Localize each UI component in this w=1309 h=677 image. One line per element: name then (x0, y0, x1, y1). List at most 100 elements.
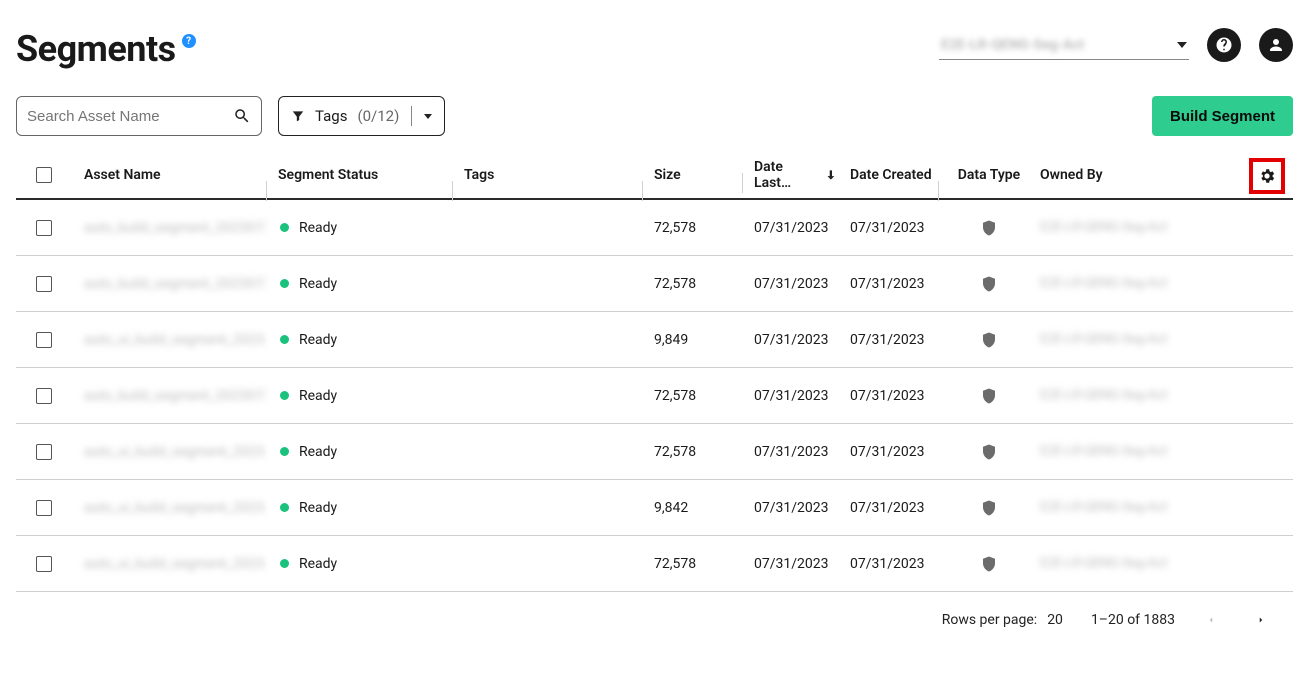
row-checkbox[interactable] (36, 220, 52, 236)
table-row[interactable]: auto_ui_build_segment_2023…Ready9,84207/… (16, 480, 1293, 536)
tags-filter-label: Tags (315, 107, 347, 125)
status-dot-icon (280, 503, 289, 512)
status-label: Ready (299, 332, 337, 348)
shield-icon (980, 274, 998, 294)
chevron-down-icon (424, 114, 432, 119)
col-size[interactable]: Size (642, 167, 742, 183)
asset-name: auto_build_segment_20230731… (84, 220, 266, 236)
owner-cell: E2E-LR-QENG-Seg-Act (1040, 220, 1167, 235)
size-cell: 72,578 (642, 444, 742, 460)
col-owned-by[interactable]: Owned By (1028, 167, 1164, 183)
col-date-last-label: Date Last… (754, 159, 822, 191)
table-row[interactable]: auto_ui_build_segment_2023…Ready9,84907/… (16, 312, 1293, 368)
next-page-button[interactable] (1247, 606, 1275, 634)
size-cell: 72,578 (642, 556, 742, 572)
search-input[interactable] (27, 108, 233, 125)
segments-table: Asset Name Segment Status Tags Size Date… (16, 152, 1293, 592)
date-created-cell: 07/31/2023 (838, 444, 938, 460)
page-title: Segments (16, 28, 176, 70)
col-data-type[interactable]: Data Type (938, 167, 1028, 183)
chevron-down-icon (1177, 42, 1187, 48)
shield-icon (980, 554, 998, 574)
table-row[interactable]: auto_ui_build_segment_2023…Ready72,57807… (16, 536, 1293, 592)
owner-cell: E2E-LR-QENG-Seg-Act (1040, 276, 1167, 291)
pagination: Rows per page: 20 1–20 of 1883 (16, 592, 1293, 634)
col-asset-name[interactable]: Asset Name (72, 167, 266, 183)
account-selector-label: E2E-LR-QENG-Seg-Act (941, 37, 1084, 53)
asset-name: auto_ui_build_segment_2023… (84, 500, 266, 516)
sort-desc-icon (824, 168, 838, 182)
shield-icon (980, 386, 998, 406)
size-cell: 72,578 (642, 276, 742, 292)
date-last-cell: 07/31/2023 (742, 388, 838, 404)
date-last-cell: 07/31/2023 (742, 332, 838, 348)
date-last-cell: 07/31/2023 (742, 276, 838, 292)
status-label: Ready (299, 220, 337, 236)
size-cell: 72,578 (642, 220, 742, 236)
status-dot-icon (280, 559, 289, 568)
status-dot-icon (280, 279, 289, 288)
owner-cell: E2E-LR-QENG-Seg-Act (1040, 444, 1167, 459)
owner-cell: E2E-LR-QENG-Seg-Act (1040, 556, 1167, 571)
date-last-cell: 07/31/2023 (742, 220, 838, 236)
owner-cell: E2E-LR-QENG-Seg-Act (1040, 332, 1167, 347)
info-badge-icon[interactable]: ? (182, 34, 196, 48)
table-row[interactable]: auto_ui_build_segment_2023…Ready72,57807… (16, 424, 1293, 480)
table-row[interactable]: auto_build_segment_20230731…Ready72,5780… (16, 256, 1293, 312)
row-checkbox[interactable] (36, 444, 52, 460)
help-button[interactable] (1207, 28, 1241, 62)
date-created-cell: 07/31/2023 (838, 388, 938, 404)
shield-icon (980, 218, 998, 238)
owner-cell: E2E-LR-QENG-Seg-Act (1040, 388, 1167, 403)
table-header: Asset Name Segment Status Tags Size Date… (16, 152, 1293, 200)
status-dot-icon (280, 223, 289, 232)
build-segment-button[interactable]: Build Segment (1152, 96, 1293, 136)
row-checkbox[interactable] (36, 388, 52, 404)
rows-per-page-select[interactable]: 20 (1047, 612, 1069, 628)
chevron-left-icon (1206, 613, 1216, 627)
col-date-created[interactable]: Date Created (838, 167, 938, 183)
prev-page-button[interactable] (1197, 606, 1225, 634)
date-created-cell: 07/31/2023 (838, 276, 938, 292)
table-row[interactable]: auto_build_segment_20230731…Ready72,5780… (16, 368, 1293, 424)
asset-name: auto_ui_build_segment_2023… (84, 332, 266, 348)
search-icon (233, 107, 251, 125)
tags-filter[interactable]: Tags (0/12) (278, 96, 445, 136)
status-label: Ready (299, 556, 337, 572)
profile-button[interactable] (1259, 28, 1293, 62)
size-cell: 9,842 (642, 500, 742, 516)
date-last-cell: 07/31/2023 (742, 444, 838, 460)
chevron-right-icon (1256, 613, 1266, 627)
col-segment-status[interactable]: Segment Status (266, 167, 452, 183)
status-dot-icon (280, 335, 289, 344)
table-row[interactable]: auto_build_segment_20230731… Ready 72,5780… (16, 200, 1293, 256)
size-cell: 72,578 (642, 388, 742, 404)
gear-icon (1258, 167, 1276, 185)
date-last-cell: 07/31/2023 (742, 556, 838, 572)
col-tags[interactable]: Tags (452, 167, 642, 183)
column-settings-button[interactable] (1249, 158, 1285, 194)
row-checkbox[interactable] (36, 276, 52, 292)
asset-name: auto_build_segment_20230731… (84, 388, 266, 404)
status-dot-icon (280, 447, 289, 456)
date-created-cell: 07/31/2023 (838, 500, 938, 516)
row-checkbox[interactable] (36, 332, 52, 348)
row-checkbox[interactable] (36, 556, 52, 572)
owner-cell: E2E-LR-QENG-Seg-Act (1040, 500, 1167, 515)
table-body: auto_build_segment_20230731…Ready72,5780… (16, 200, 1293, 592)
select-all-checkbox[interactable] (36, 167, 52, 183)
status-label: Ready (299, 276, 337, 292)
search-input-wrap (16, 96, 262, 136)
asset-name: auto_build_segment_20230731… (84, 276, 266, 292)
col-date-last[interactable]: Date Last… (742, 159, 838, 191)
status-dot-icon (280, 391, 289, 400)
account-selector[interactable]: E2E-LR-QENG-Seg-Act (939, 31, 1189, 60)
status-label: Ready (299, 388, 337, 404)
size-cell: 9,849 (642, 332, 742, 348)
shield-icon (980, 498, 998, 518)
asset-name: auto_ui_build_segment_2023… (84, 444, 266, 460)
date-created-cell: 07/31/2023 (838, 332, 938, 348)
shield-icon (980, 442, 998, 462)
filter-icon (291, 109, 305, 123)
row-checkbox[interactable] (36, 500, 52, 516)
